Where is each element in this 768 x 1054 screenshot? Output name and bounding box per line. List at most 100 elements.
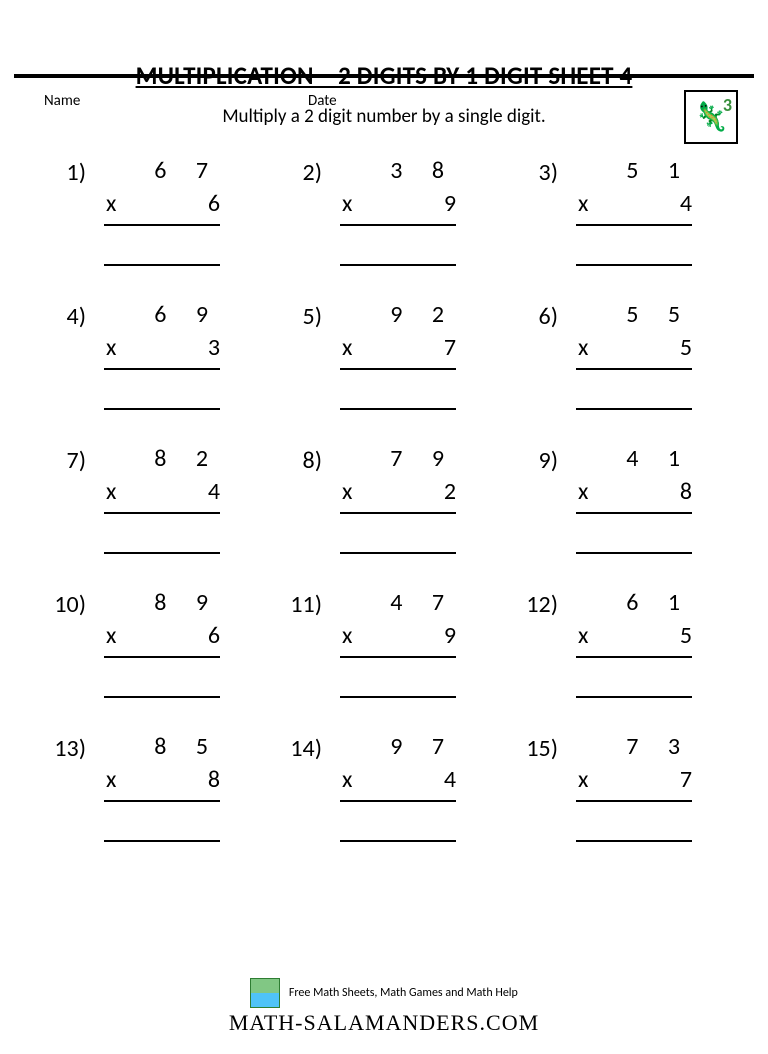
problem: 1)6 7x6 — [42, 156, 268, 266]
multiplicand: 9 7 — [336, 732, 456, 761]
problem-number: 12) — [514, 588, 560, 619]
problem-number: 15) — [514, 732, 560, 763]
name-label: Name — [44, 92, 80, 110]
operator-row: x7 — [336, 333, 456, 362]
problem: 11)4 7x9 — [278, 588, 504, 698]
multiplicand: 8 5 — [100, 732, 220, 761]
operator-row: x7 — [572, 765, 692, 794]
multiplier: 4 — [680, 189, 692, 218]
equals-line — [576, 800, 692, 802]
problem-body: 6 7x6 — [100, 156, 220, 266]
multiplier: 7 — [444, 333, 456, 362]
date-label: Date — [308, 92, 337, 110]
equals-line — [576, 224, 692, 226]
problem-body: 9 2x7 — [336, 300, 456, 410]
multiplier: 8 — [680, 477, 692, 506]
multiplier: 5 — [680, 621, 692, 650]
multiply-operator: x — [572, 333, 588, 362]
operator-row: x6 — [100, 189, 220, 218]
answer-line — [104, 840, 220, 842]
multiplicand: 4 7 — [336, 588, 456, 617]
answer-line — [576, 696, 692, 698]
multiply-operator: x — [572, 477, 588, 506]
equals-line — [104, 224, 220, 226]
problem-body: 7 3x7 — [572, 732, 692, 842]
problem-body: 3 8 x 9 — [336, 156, 456, 266]
answer-line — [576, 408, 692, 410]
equals-line — [576, 368, 692, 370]
multiplicand: 9 2 — [336, 300, 456, 329]
equals-line — [340, 656, 456, 658]
problem: 10)8 9x6 — [42, 588, 268, 698]
multiplicand: 3 8 — [336, 156, 456, 185]
problem: 9)4 1x8 — [514, 444, 740, 554]
equals-line — [576, 512, 692, 514]
operator-row: x4 — [336, 765, 456, 794]
problem-body: 8 9x6 — [100, 588, 220, 698]
multiplicand: 6 7 — [100, 156, 220, 185]
answer-line — [104, 264, 220, 266]
multiplier: 4 — [444, 765, 456, 794]
multiply-operator: x — [336, 189, 352, 218]
multiplicand: 4 1 — [572, 444, 692, 473]
problem-body: 4 1x8 — [572, 444, 692, 554]
problem-number: 10) — [42, 588, 88, 619]
equals-line — [340, 800, 456, 802]
answer-line — [340, 840, 456, 842]
grade-badge: 🦎 3 — [684, 90, 738, 144]
problem-number: 2) — [278, 156, 324, 187]
multiply-operator: x — [336, 333, 352, 362]
problem: 14)9 7x4 — [278, 732, 504, 842]
answer-line — [576, 264, 692, 266]
problem-number: 9) — [514, 444, 560, 475]
answer-line — [576, 840, 692, 842]
problem-body: 8 2x4 — [100, 444, 220, 554]
multiply-operator: x — [572, 765, 588, 794]
multiply-operator: x — [572, 621, 588, 650]
multiply-operator: x — [100, 621, 116, 650]
problem: 15) 7 3x7 — [514, 732, 740, 842]
multiplicand: 7 9 — [336, 444, 456, 473]
problem: 8) 7 9 x2 — [278, 444, 504, 554]
multiplier: 6 — [208, 621, 220, 650]
multiplicand: 8 9 — [100, 588, 220, 617]
problem-body: 5 5x5 — [572, 300, 692, 410]
answer-line — [104, 696, 220, 698]
equals-line — [576, 656, 692, 658]
problem-body: 6 1 x 5 — [572, 588, 692, 698]
operator-row: x8 — [572, 477, 692, 506]
answer-line — [340, 696, 456, 698]
operator-row: x2 — [336, 477, 456, 506]
operator-row: x6 — [100, 621, 220, 650]
multiplier: 4 — [208, 477, 220, 506]
multiplicand: 5 5 — [572, 300, 692, 329]
problem-number: 4) — [42, 300, 88, 331]
footer-tagline: Free Math Sheets, Math Games and Math He… — [289, 986, 518, 1000]
multiply-operator: x — [572, 189, 588, 218]
problem-number: 8) — [278, 444, 324, 475]
footer: Free Math Sheets, Math Games and Math He… — [0, 978, 768, 1036]
multiplicand: 5 1 — [572, 156, 692, 185]
multiplier: 9 — [444, 189, 456, 218]
answer-line — [104, 408, 220, 410]
multiplicand: 6 1 — [572, 588, 692, 617]
equals-line — [340, 224, 456, 226]
multiply-operator: x — [336, 621, 352, 650]
problem-number: 5) — [278, 300, 324, 331]
multiplier: 5 — [680, 333, 692, 362]
operator-row: x4 — [572, 189, 692, 218]
equals-line — [340, 368, 456, 370]
multiply-operator: x — [100, 189, 116, 218]
footer-brand: Math-Salamanders.com — [0, 1010, 768, 1036]
problem: 5)9 2x7 — [278, 300, 504, 410]
multiplier: 3 — [208, 333, 220, 362]
equals-line — [104, 656, 220, 658]
multiplier: 2 — [444, 477, 456, 506]
problem-body: 7 9 x2 — [336, 444, 456, 554]
operator-row: x4 — [100, 477, 220, 506]
multiplier: 6 — [208, 189, 220, 218]
multiply-operator: x — [100, 765, 116, 794]
multiply-operator: x — [100, 477, 116, 506]
problem: 6)5 5x5 — [514, 300, 740, 410]
operator-row: x5 — [572, 333, 692, 362]
